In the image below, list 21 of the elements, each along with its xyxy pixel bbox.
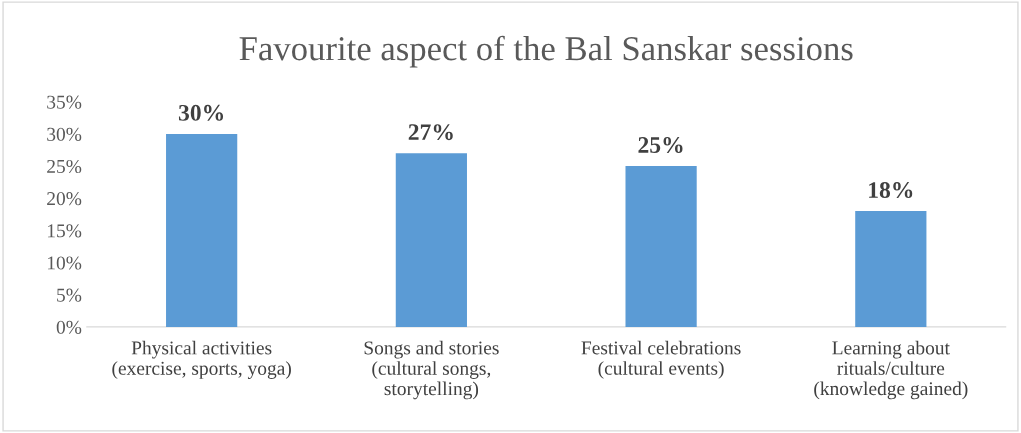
data-label: 25%	[638, 137, 683, 154]
bar	[395, 153, 467, 327]
bar	[166, 133, 238, 327]
y-tick-label: 0%	[56, 320, 82, 334]
y-tick-label: 10%	[47, 256, 82, 270]
y-tick-label: 15%	[47, 224, 82, 238]
x-tick-label: Festival celebrations (cultural events)	[581, 340, 741, 379]
data-label: 18%	[869, 182, 913, 199]
y-tick-label: 25%	[47, 159, 82, 174]
bar	[855, 211, 927, 327]
x-tick-label: Learning about rituals/culture (knowledge gained)	[814, 340, 968, 400]
data-label: 30%	[178, 104, 224, 121]
y-tick-label: 30%	[47, 127, 82, 141]
x-tick-label: Songs and stories (cultural songs, storytelling)	[364, 340, 499, 400]
chart-title: Favourite aspect of the Bal Sanskar sessions	[239, 35, 853, 68]
y-tick-label: 5%	[57, 288, 82, 302]
x-tick-label: Physical activities (exercise, sports, yoga)	[112, 340, 291, 379]
data-label: 27%	[408, 124, 453, 141]
y-tick-label: 35%	[47, 95, 82, 109]
y-tick-label: 20%	[47, 192, 82, 206]
bar	[625, 166, 697, 327]
